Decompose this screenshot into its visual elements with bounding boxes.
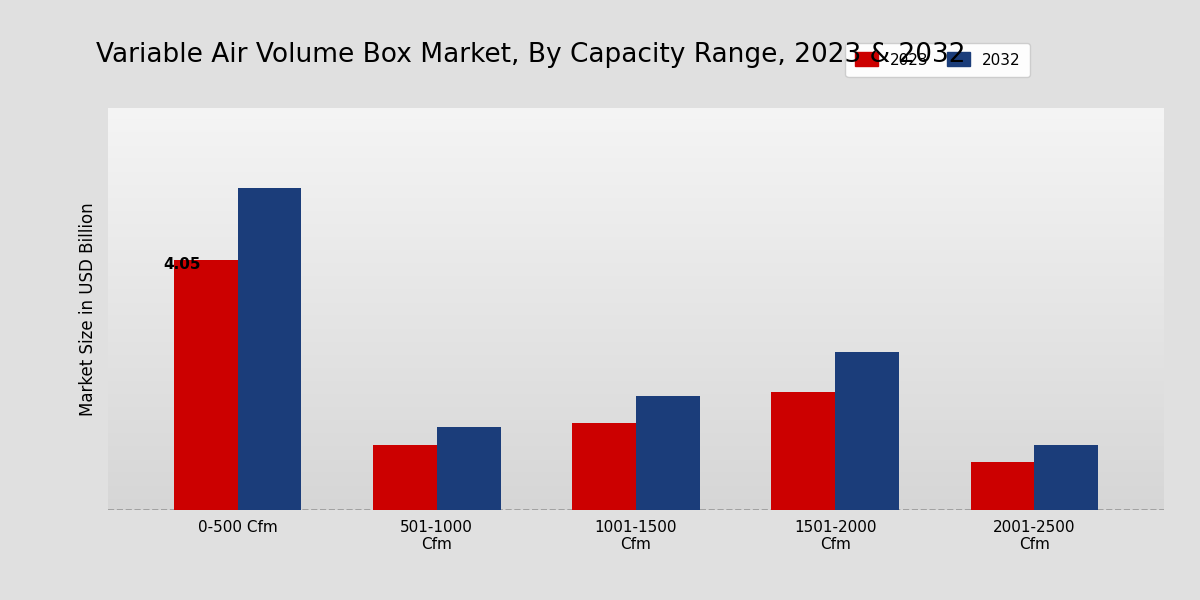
Legend: 2023, 2032: 2023, 2032	[846, 43, 1030, 77]
Bar	[373, 445, 437, 510]
Bar	[437, 427, 500, 510]
Text: 4.05: 4.05	[163, 257, 200, 272]
Bar	[835, 352, 899, 510]
Bar	[1034, 445, 1098, 510]
Bar	[636, 395, 700, 510]
Y-axis label: Market Size in USD Billion: Market Size in USD Billion	[79, 202, 97, 416]
Bar	[572, 424, 636, 510]
Bar	[772, 392, 835, 510]
Text: Variable Air Volume Box Market, By Capacity Range, 2023 & 2032: Variable Air Volume Box Market, By Capac…	[96, 42, 966, 68]
Bar	[238, 188, 301, 510]
Bar	[174, 260, 238, 510]
Bar	[971, 462, 1034, 510]
